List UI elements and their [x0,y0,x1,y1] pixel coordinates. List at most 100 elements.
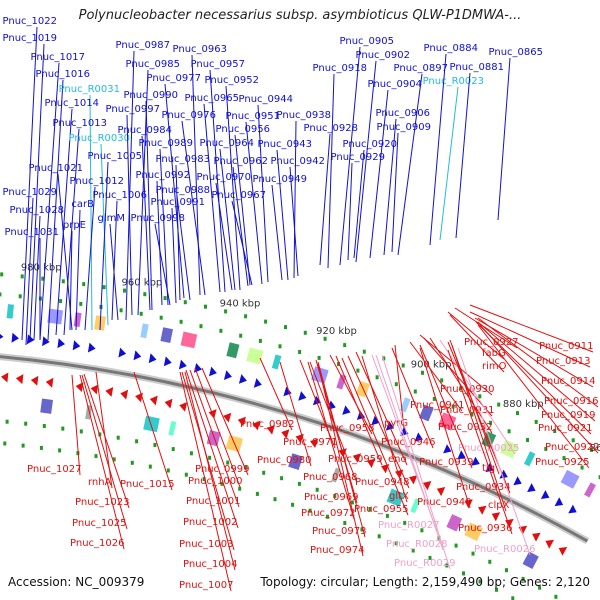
minus-gene-label[interactable]: tig [482,463,495,474]
plus-gene-label[interactable]: Pnuc_R0031 [59,84,120,95]
plus-gene-label[interactable]: Pnuc_0920 [343,139,397,150]
minus-gene-label[interactable]: Pnuc_0946 [381,437,435,448]
minus-gene-label[interactable]: Pnuc_1002 [183,517,237,528]
plus-gene-label[interactable]: Pnuc_0965 [185,93,239,104]
plus-gene-label[interactable]: Pnuc_1005 [88,151,142,162]
minus-gene-label[interactable]: Pnuc_0980 [257,455,311,466]
minus-gene-label[interactable]: Pnuc_R0026 [474,544,535,555]
plus-gene-label[interactable]: Pnuc_0952 [205,75,259,86]
minus-gene-label[interactable]: Pnuc_0971 [283,437,337,448]
minus-gene-label[interactable]: Pnuc_0925 [535,457,589,468]
plus-gene-label[interactable]: carB [71,199,94,210]
plus-gene-label[interactable]: Pnuc_0987 [116,40,170,51]
plus-gene-label[interactable]: Pnuc_0943 [258,139,312,150]
plus-gene-label[interactable]: Pnuc_0962 [214,156,268,167]
plus-gene-label[interactable]: glmM [98,213,126,224]
minus-gene-label[interactable]: Pnuc_R0027 [378,520,439,531]
plus-gene-label[interactable]: Pnuc_0964 [200,138,254,149]
minus-gene-label[interactable]: Pnuc_0974 [310,545,364,556]
plus-gene-label[interactable]: Pnuc_1029 [3,187,57,198]
minus-gene-label[interactable]: Pnuc_0914 [541,376,595,387]
plus-gene-label[interactable]: Pnuc_0881 [450,62,504,73]
plus-gene-label[interactable]: Pnuc_0992 [136,170,190,181]
plus-gene-label[interactable]: Pnuc_1031 [5,227,59,238]
minus-gene-label[interactable]: Pnuc_0972 [301,508,355,519]
plus-gene-label[interactable]: Pnuc_0942 [271,156,325,167]
plus-gene-label[interactable]: Pnuc_0988 [156,185,210,196]
plus-gene-label[interactable]: Pnuc_0956 [216,124,270,135]
plus-gene-label[interactable]: Pnuc_0983 [156,154,210,165]
plus-gene-label[interactable]: Pnuc_R0030 [69,133,130,144]
minus-gene-label[interactable]: Pnuc_0968 [303,472,357,483]
minus-gene-label[interactable]: Pnuc_0959 [328,454,382,465]
plus-gene-label[interactable]: Pnuc_1019 [3,33,57,44]
plus-gene-label[interactable]: Pnuc_0884 [424,43,478,54]
minus-gene-label[interactable]: Pnuc_0939 [419,457,473,468]
plus-gene-label[interactable]: Pnuc_0904 [368,79,422,90]
minus-gene-label[interactable]: rnhA [88,477,112,488]
minus-gene-label[interactable]: Pnuc_R0025 [458,443,519,454]
minus-gene-label[interactable]: Pnuc_0911 [539,341,593,352]
plus-gene-label[interactable]: Pnuc_0909 [377,122,431,133]
minus-gene-label[interactable]: Pnuc_0941 [410,400,464,411]
minus-gene-label[interactable]: clpX [488,500,510,511]
minus-gene-label[interactable]: Pnuc_1026 [70,538,124,549]
plus-gene-label[interactable]: Pnuc_0957 [191,59,245,70]
minus-gene-label[interactable]: Pnuc_1001 [186,496,240,507]
plus-gene-label[interactable]: Pnuc_0989 [139,138,193,149]
minus-gene-label[interactable]: Pnuc_0919 [541,410,595,421]
minus-gene-label[interactable]: Pnuc_1025 [72,518,126,529]
minus-gene-label[interactable]: fabG [482,348,506,359]
plus-gene-label[interactable]: Pnuc_0865 [489,47,543,58]
plus-gene-label[interactable]: Pnuc_0963 [173,44,227,55]
minus-gene-label[interactable]: Pnuc_0982 [240,419,294,430]
plus-gene-label[interactable]: Pnuc_0918 [313,63,367,74]
plus-gene-label[interactable]: Pnuc_0985 [126,59,180,70]
plus-gene-label[interactable]: Pnuc_0906 [376,108,430,119]
minus-gene-label[interactable]: rimO [482,361,507,372]
minus-gene-label[interactable]: Pnuc_0973 [312,526,366,537]
minus-gene-label[interactable]: Pnuc_1000 [188,476,242,487]
minus-gene-label[interactable]: Pnuc_1027 [27,464,81,475]
minus-gene-label[interactable]: Pnuc_1023 [75,497,129,508]
plus-gene-label[interactable]: Pnuc_1013 [53,118,107,129]
minus-gene-label[interactable]: Pnuc_0958 [320,423,374,434]
plus-gene-label[interactable]: prpE [63,220,86,231]
plus-gene-label[interactable]: Pnuc_1021 [29,163,83,174]
minus-gene-label[interactable]: Pnuc_1015 [120,479,174,490]
plus-gene-label[interactable]: Pnuc_0951 [226,111,280,122]
minus-gene-label[interactable]: Pnuc_1004 [183,559,237,570]
minus-gene-label[interactable]: Pnuc_0931 [440,405,494,416]
minus-gene-label[interactable]: Pnuc_0932 [438,422,492,433]
plus-gene-label[interactable]: Pnuc_0949 [253,174,307,185]
minus-gene-label[interactable]: Pnuc_0955 [354,504,408,515]
plus-gene-label[interactable]: Pnuc_0905 [340,36,394,47]
plus-gene-label[interactable]: Pnuc_1012 [70,176,124,187]
plus-gene-label[interactable]: Pnuc_0929 [331,152,385,163]
minus-gene-label[interactable]: Pnuc_0969 [304,492,358,503]
minus-gene-label[interactable]: Pnuc_R0029 [394,558,455,569]
minus-gene-label[interactable]: Pnuc_0940 [417,497,471,508]
plus-gene-label[interactable]: Pnuc_0984 [118,125,172,136]
plus-gene-label[interactable]: Pnuc_0991 [151,197,205,208]
minus-gene-label[interactable]: Pnuc_0934 [456,482,510,493]
plus-gene-label[interactable]: Pnuc_0897 [394,63,448,74]
plus-gene-label[interactable]: Pnuc_0967 [212,190,266,201]
plus-gene-label[interactable]: Pnuc_0928 [304,123,358,134]
minus-gene-label[interactable]: Pnuc_0936 [458,523,512,534]
plus-gene-label[interactable]: Pnuc_1022 [3,16,57,27]
plus-gene-label[interactable]: Pnuc_1017 [31,52,85,63]
plus-gene-label[interactable]: Pnuc_0902 [356,50,410,61]
minus-gene-label[interactable]: gltX [389,491,409,502]
minus-gene-label[interactable]: eno [388,454,407,465]
plus-gene-label[interactable]: Pnuc_1006 [93,190,147,201]
plus-gene-label[interactable]: Pnuc_0938 [277,110,331,121]
minus-gene-label[interactable]: Pnuc_0999 [195,464,249,475]
plus-gene-label[interactable]: Pnuc_0944 [239,94,293,105]
plus-gene-label[interactable]: Pnuc_0970 [197,172,251,183]
minus-gene-label[interactable]: Pnuc_1003 [179,539,233,550]
minus-gene-label[interactable]: Pnuc_0922 [545,442,599,453]
plus-gene-label[interactable]: Pnuc_1014 [45,98,99,109]
plus-gene-label[interactable]: Pnuc_0990 [124,90,178,101]
plus-gene-label[interactable]: Pnuc_0976 [162,110,216,121]
